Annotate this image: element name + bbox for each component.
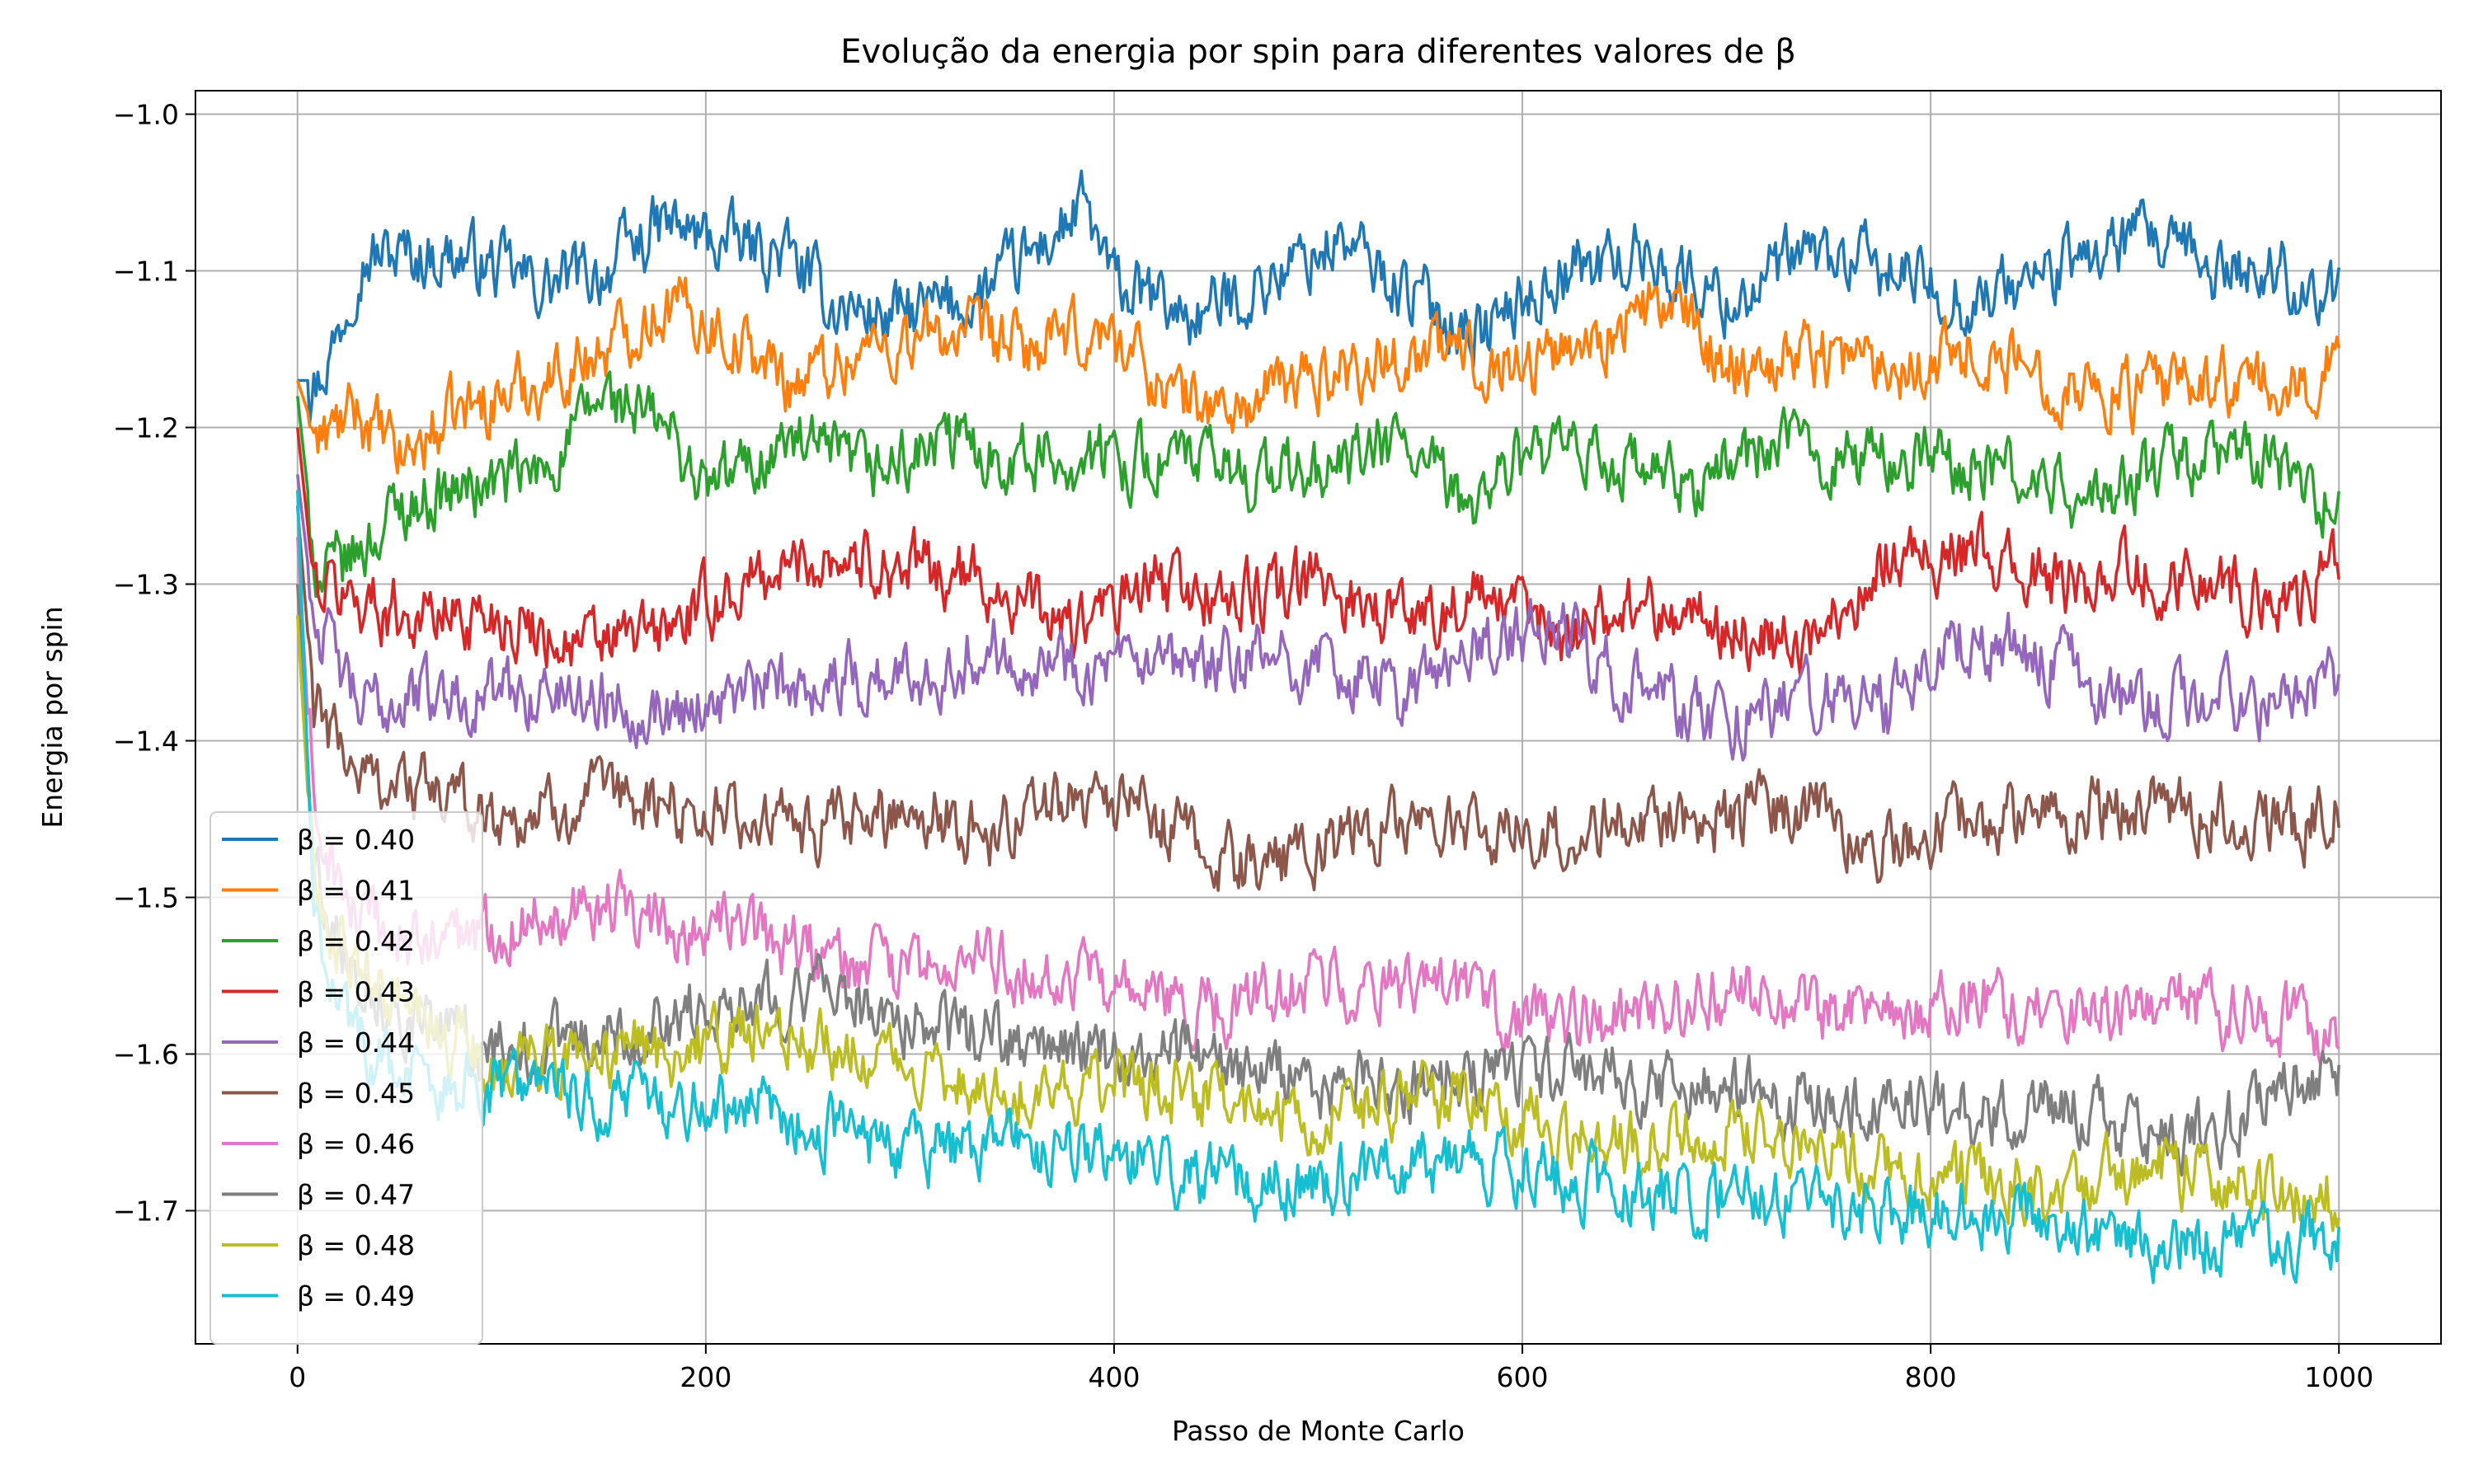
series-line bbox=[296, 537, 2340, 1067]
x-tick-label: 200 bbox=[680, 1361, 731, 1393]
legend-label: β = 0.44 bbox=[297, 1026, 415, 1059]
series-line bbox=[296, 275, 2340, 475]
legend-label: β = 0.40 bbox=[297, 824, 415, 856]
series-line bbox=[296, 490, 2340, 1284]
legend: β = 0.40 β = 0.41 β = 0.42 β = 0.43 β = 0.44… bbox=[209, 811, 483, 1345]
y-tick-label: −1.6 bbox=[113, 1039, 179, 1071]
plot-frame bbox=[195, 90, 2442, 1345]
x-tick-label: 0 bbox=[289, 1361, 306, 1393]
series-line bbox=[296, 615, 2340, 1233]
legend-box bbox=[209, 811, 483, 1345]
x-tick-label: 1000 bbox=[2304, 1361, 2373, 1393]
x-axis-label: Passo de Monte Carlo bbox=[1172, 1415, 1465, 1447]
x-tick-label: 400 bbox=[1088, 1361, 1140, 1393]
legend-label: β = 0.48 bbox=[297, 1229, 415, 1261]
series-lines bbox=[296, 169, 2340, 1284]
y-tick-label: −1.2 bbox=[113, 412, 179, 444]
y-tick-label: −1.5 bbox=[113, 882, 179, 914]
series-line bbox=[296, 474, 2340, 762]
y-tick-label: −1.4 bbox=[113, 726, 179, 758]
legend-label: β = 0.47 bbox=[297, 1179, 415, 1211]
legend-label: β = 0.49 bbox=[297, 1280, 415, 1313]
y-axis-label: Energia por spin bbox=[36, 606, 68, 828]
series-line bbox=[296, 370, 2340, 599]
series-line bbox=[297, 169, 2340, 425]
chart-title: Evolução da energia por spin para difere… bbox=[840, 33, 1796, 71]
legend-label: β = 0.41 bbox=[297, 875, 415, 907]
legend-label: β = 0.43 bbox=[297, 976, 415, 1008]
y-tick-label: −1.7 bbox=[113, 1195, 179, 1228]
y-tick-label: −1.1 bbox=[113, 256, 179, 288]
x-tick-label: 600 bbox=[1497, 1361, 1549, 1393]
series-line bbox=[296, 427, 2340, 676]
y-tick-label: −1.3 bbox=[113, 569, 179, 601]
legend-label: β = 0.42 bbox=[297, 925, 415, 957]
series-line bbox=[296, 505, 2340, 892]
legend-label: β = 0.46 bbox=[297, 1128, 415, 1160]
y-tick-label: −1.0 bbox=[113, 99, 179, 131]
legend-label: β = 0.45 bbox=[297, 1078, 415, 1110]
x-tick-label: 800 bbox=[1905, 1361, 1957, 1393]
axis-ticks: 0 200 400 600 800 1000 −1.7 −1.6 −1.5 −1.4 −1.3 −1.… bbox=[113, 99, 2373, 1394]
